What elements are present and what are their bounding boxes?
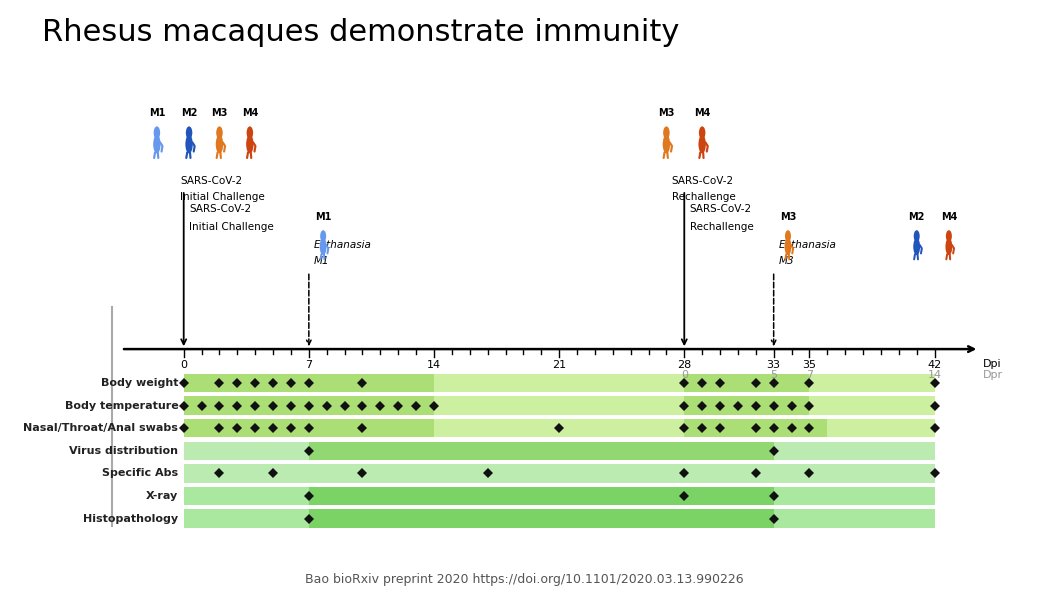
Text: 33: 33 <box>767 361 781 371</box>
Ellipse shape <box>913 238 920 255</box>
Bar <box>183 464 935 482</box>
Text: Nasal/Throat/Anal swabs: Nasal/Throat/Anal swabs <box>23 423 178 433</box>
Bar <box>309 510 773 528</box>
Text: 14: 14 <box>427 361 441 371</box>
Circle shape <box>216 126 223 139</box>
Text: Specific Abs: Specific Abs <box>103 468 178 478</box>
Text: SARS-CoV-2: SARS-CoV-2 <box>189 204 252 214</box>
Text: 21: 21 <box>552 361 566 371</box>
Circle shape <box>699 126 705 139</box>
Ellipse shape <box>945 238 953 255</box>
Text: M4: M4 <box>941 212 957 222</box>
Text: SARS-CoV-2: SARS-CoV-2 <box>672 176 734 186</box>
Bar <box>684 374 809 392</box>
Circle shape <box>914 230 920 242</box>
Bar <box>183 397 935 415</box>
Ellipse shape <box>785 238 791 255</box>
Text: M4: M4 <box>694 108 711 118</box>
Ellipse shape <box>216 135 223 153</box>
Text: Euthanasia: Euthanasia <box>779 240 837 250</box>
Bar <box>183 374 935 392</box>
Text: 14: 14 <box>927 369 942 379</box>
Text: M1: M1 <box>315 212 331 222</box>
Text: Euthanasia: Euthanasia <box>314 240 372 250</box>
Bar <box>684 419 827 437</box>
Text: M3: M3 <box>780 212 796 222</box>
Circle shape <box>185 126 193 139</box>
Bar <box>183 510 935 528</box>
Text: Body weight: Body weight <box>101 378 178 388</box>
Ellipse shape <box>320 238 327 255</box>
Text: 7: 7 <box>305 361 312 371</box>
Text: Initial Challenge: Initial Challenge <box>180 192 265 202</box>
Ellipse shape <box>662 135 670 153</box>
Ellipse shape <box>153 135 160 153</box>
Text: M3: M3 <box>779 256 794 266</box>
Circle shape <box>946 230 952 242</box>
Text: M2: M2 <box>909 212 925 222</box>
Text: SARS-CoV-2: SARS-CoV-2 <box>180 176 242 186</box>
Text: 28: 28 <box>677 361 692 371</box>
Text: M3: M3 <box>658 108 675 118</box>
Text: Bao bioRxiv preprint 2020 https://doi.org/10.1101/2020.03.13.990226: Bao bioRxiv preprint 2020 https://doi.or… <box>305 573 743 586</box>
Text: Rechallenge: Rechallenge <box>690 222 754 232</box>
Text: M1: M1 <box>314 256 330 266</box>
Text: Histopathology: Histopathology <box>83 514 178 524</box>
Bar <box>183 397 434 415</box>
Text: Initial Challenge: Initial Challenge <box>189 222 274 232</box>
Bar <box>684 397 809 415</box>
Ellipse shape <box>185 135 193 153</box>
Text: Rhesus macaques demonstrate immunity: Rhesus macaques demonstrate immunity <box>42 18 679 47</box>
Text: M4: M4 <box>242 108 258 118</box>
Bar <box>183 374 434 392</box>
Ellipse shape <box>698 135 706 153</box>
Circle shape <box>246 126 254 139</box>
Text: 5: 5 <box>770 369 778 379</box>
Text: 0: 0 <box>681 369 687 379</box>
Circle shape <box>663 126 670 139</box>
Text: 7: 7 <box>806 369 813 379</box>
Text: Body temperature: Body temperature <box>65 401 178 411</box>
Bar <box>183 487 935 505</box>
Text: Dpr: Dpr <box>983 369 1003 379</box>
Text: M3: M3 <box>212 108 227 118</box>
Bar <box>183 419 434 437</box>
Text: 42: 42 <box>927 361 942 371</box>
Text: M2: M2 <box>181 108 197 118</box>
Text: Dpi: Dpi <box>983 359 1002 369</box>
Circle shape <box>785 230 791 242</box>
Text: 35: 35 <box>803 361 816 371</box>
Bar <box>183 442 935 460</box>
Circle shape <box>320 230 326 242</box>
Text: X-ray: X-ray <box>146 491 178 501</box>
Bar <box>183 419 935 437</box>
Bar <box>309 487 773 505</box>
Ellipse shape <box>246 135 254 153</box>
Text: SARS-CoV-2: SARS-CoV-2 <box>690 204 751 214</box>
Text: 0: 0 <box>180 361 188 371</box>
Bar <box>309 442 773 460</box>
Text: Virus distribution: Virus distribution <box>69 446 178 456</box>
Text: Rechallenge: Rechallenge <box>672 192 736 202</box>
Text: M1: M1 <box>149 108 166 118</box>
Circle shape <box>154 126 160 139</box>
